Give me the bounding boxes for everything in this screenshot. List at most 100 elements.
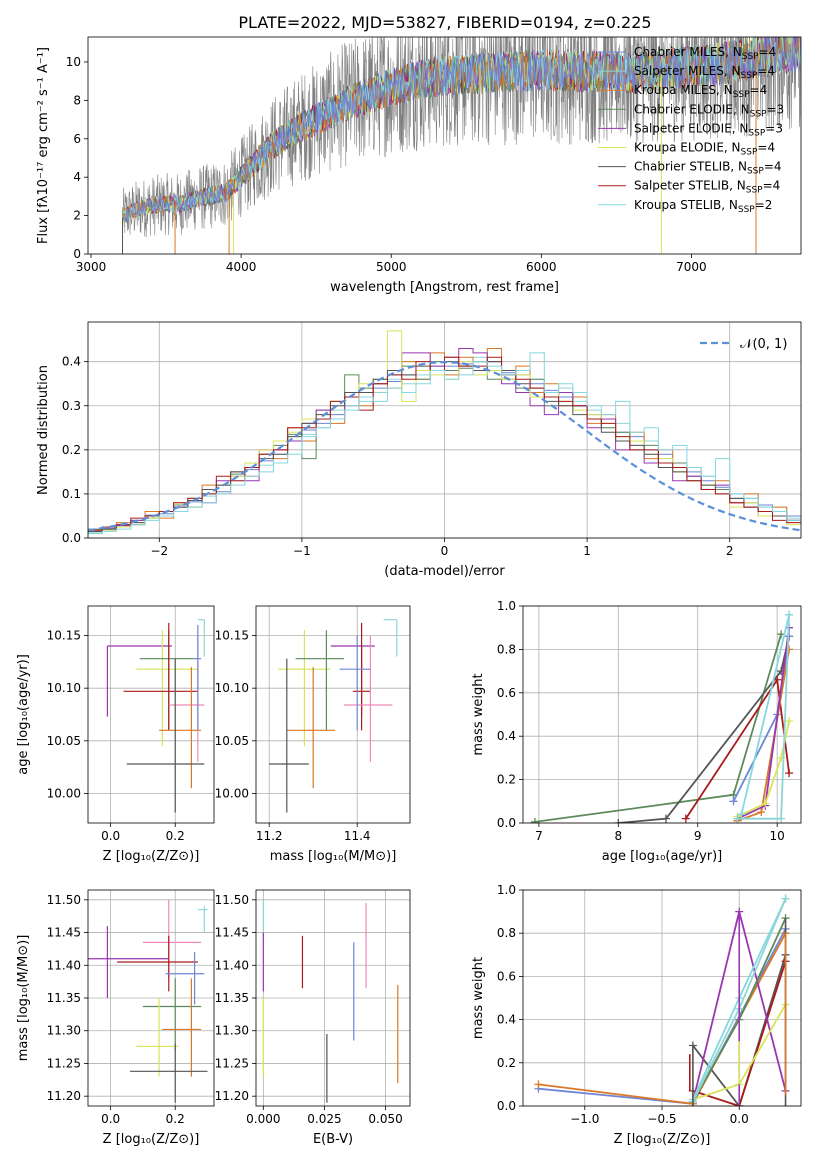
x-tick-label: 0.2 <box>166 829 185 843</box>
y-tick-label: 11.50 <box>215 893 249 907</box>
panel-spectrum: 3000 4000 5000 6000 7000 0 2 4 6 8 10 wavelength [A… <box>36 36 802 295</box>
plot-area-weight_vs_age <box>530 610 794 823</box>
y-tick-label: 10.10 <box>215 681 249 695</box>
y-axis-label: mass weight <box>471 673 486 755</box>
mass-weight-marker <box>777 814 786 823</box>
panel-age_vs_Z: 0.0 0.2 10.00 10.05 10.10 10.15 Z [log₁₀(Z/Z⊙)… <box>16 605 215 864</box>
legend-entry: Salpeter ELODIE, NSSP=3 <box>634 121 783 138</box>
y-tick-label: 0.3 <box>62 399 81 413</box>
observed-spectrum-line <box>122 37 801 238</box>
x-tick-label: −2 <box>150 544 168 558</box>
y-tick-label: 0.4 <box>497 729 516 743</box>
legend-entry: Chabrier STELIB, NSSP=4 <box>634 160 782 177</box>
plot-area-mass_vs_ebv <box>262 899 399 1103</box>
plot-area-weight_vs_Z <box>534 894 790 1106</box>
y-tick-label: 1.0 <box>497 599 516 613</box>
mass-weight-marker <box>785 769 794 778</box>
y-tick-label: 10.15 <box>215 628 249 642</box>
mass-weight-marker <box>781 894 790 903</box>
legend-entry: Chabrier ELODIE, NSSP=3 <box>634 102 784 119</box>
legend-entry: Kroupa MILES, NSSP=4 <box>634 83 767 100</box>
axes-frame <box>522 605 802 824</box>
y-tick-label: 0.4 <box>62 355 81 369</box>
mass-weight-line <box>740 614 790 815</box>
panel-mass_vs_ebv: 0.000 0.025 0.050 11.20 11.25 11.30 11.35 11.40… <box>215 889 411 1147</box>
y-tick-label: 0.4 <box>497 1013 516 1027</box>
mass-weight-marker <box>785 717 794 726</box>
y-tick-label: 10.05 <box>215 734 249 748</box>
mass-weight-marker <box>733 814 742 823</box>
axes-frame <box>87 605 215 824</box>
x-axis-label: age [log₁₀(age/yr)] <box>602 849 723 864</box>
legend-entry: Salpeter STELIB, NSSP=4 <box>634 179 780 196</box>
legend: Chabrier MILES, NSSP=4 Salpeter MILES, NS… <box>598 45 784 215</box>
y-axis-label: age [log₁₀(age/yr)] <box>16 654 31 775</box>
x-tick-label: 0.0 <box>101 1112 120 1126</box>
mass-weight-marker <box>761 799 770 808</box>
y-tick-label: 10.10 <box>47 681 81 695</box>
y-tick-label: 0.1 <box>62 487 81 501</box>
mass-weight-marker <box>534 1080 543 1089</box>
legend-entry: Chabrier MILES, NSSP=4 <box>634 45 776 62</box>
y-tick-label: 11.35 <box>215 991 249 1005</box>
histogram-series <box>88 352 801 538</box>
x-axis-label: wavelength [Angstrom, rest frame] <box>330 280 559 295</box>
x-tick-label: 0.0 <box>730 1112 749 1126</box>
y-tick-label: 4 <box>73 170 81 184</box>
x-axis-label: mass [log₁₀(M/M⊙)] <box>270 849 397 864</box>
plot-area-spectrum <box>122 37 801 254</box>
y-tick-label: 11.40 <box>215 958 249 972</box>
y-tick-label: 0.0 <box>497 816 516 830</box>
y-tick-label: 0.0 <box>62 531 81 545</box>
x-tick-label: −0.5 <box>647 1112 676 1126</box>
mass-weight-line <box>534 633 782 823</box>
mass-weight-marker <box>681 814 690 823</box>
y-tick-label: 6 <box>73 132 81 146</box>
plot-area-age_vs_mass <box>269 619 398 813</box>
y-tick-label: 8 <box>73 93 81 107</box>
mass-weight-marker <box>530 817 539 823</box>
y-tick-label: 0 <box>73 247 81 261</box>
x-tick-label: 0.025 <box>307 1112 341 1126</box>
y-tick-label: 1.0 <box>497 883 516 897</box>
y-tick-label: 10.00 <box>47 787 81 801</box>
x-tick-label: 0.050 <box>368 1112 402 1126</box>
y-axis-label: Normed distribution <box>36 365 51 495</box>
y-tick-label: 11.40 <box>47 958 81 972</box>
x-tick-label: 9 <box>694 829 702 843</box>
x-axis-label: Z [log₁₀(Z/Z⊙)] <box>614 1132 711 1147</box>
x-tick-label: 3000 <box>76 260 107 274</box>
x-axis-label: Z [log₁₀(Z/Z⊙)] <box>103 849 200 864</box>
x-axis-label: E(B-V) <box>313 1132 353 1147</box>
plot-area-residuals <box>88 330 801 538</box>
y-tick-label: 0.8 <box>497 926 516 940</box>
legend-entry: Kroupa ELODIE, NSSP=4 <box>634 141 775 158</box>
y-tick-label: 11.50 <box>47 893 81 907</box>
y-tick-label: 10.00 <box>215 787 249 801</box>
y-tick-label: 0.2 <box>497 1056 516 1070</box>
y-tick-label: 0.6 <box>497 969 516 983</box>
panel-weight_vs_Z: −1.0 −0.5 0.0 0.0 0.2 0.4 0.6 0.8 1.0 Z [log₁₀(Z/… <box>471 883 802 1147</box>
mass-weight-marker <box>614 819 623 823</box>
x-tick-label: 7000 <box>676 260 707 274</box>
y-tick-label: 10.15 <box>47 628 81 642</box>
y-tick-label: 0.0 <box>497 1099 516 1113</box>
x-tick-label: 11.2 <box>256 829 283 843</box>
x-tick-label: 8 <box>614 829 622 843</box>
y-tick-label: 11.45 <box>215 926 249 940</box>
normal-distribution-curve <box>88 360 801 532</box>
y-tick-label: 0.2 <box>497 773 516 787</box>
legend-entry: 𝒩(0, 1) <box>740 337 787 352</box>
y-tick-label: 11.30 <box>215 1024 249 1038</box>
panel-mass_vs_Z: 0.0 0.2 11.20 11.25 11.30 11.35 11.40 11.45 11.5… <box>16 889 215 1147</box>
x-tick-label: −1.0 <box>570 1112 599 1126</box>
x-axis-label: (data-model)/error <box>384 564 505 579</box>
plot-area-age_vs_Z <box>106 619 205 813</box>
y-tick-label: 11.45 <box>47 926 81 940</box>
mass-weight-marker <box>661 814 670 823</box>
x-tick-label: 2 <box>726 544 734 558</box>
plot-area-mass_vs_Z <box>88 899 208 1103</box>
x-tick-label: 6000 <box>526 260 557 274</box>
mass-weight-marker <box>785 610 794 619</box>
